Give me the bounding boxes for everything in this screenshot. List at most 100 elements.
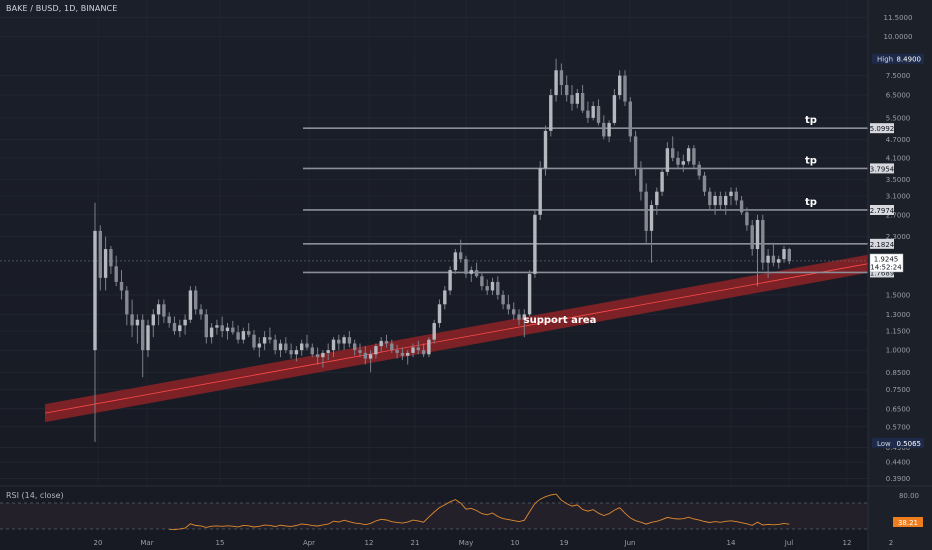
candle-up	[522, 314, 526, 320]
candle-down	[421, 350, 426, 355]
price-tick-label: 0.5700	[886, 423, 911, 431]
candle-down	[761, 219, 765, 263]
candle-down	[639, 168, 643, 192]
candle-down	[109, 249, 113, 267]
low-badge-label: Low	[877, 440, 891, 448]
candle-up	[549, 95, 553, 131]
candle-up	[188, 290, 193, 320]
price-tick-label: 3.1000	[886, 192, 911, 200]
candle-up	[178, 325, 182, 332]
candle-down	[268, 337, 272, 340]
candle-up	[755, 219, 760, 250]
price-axis[interactable]: 11.5000 10.0000 7.5000 6.5000 5.5000 4.7000 4.…	[867, 0, 932, 550]
take-profit-label: tp	[805, 197, 817, 208]
candle-up	[379, 340, 383, 347]
time-tick-label: 19	[560, 539, 569, 547]
candle-up	[729, 191, 733, 196]
level-price-label: 2.1824	[870, 241, 895, 249]
candle-up	[257, 343, 261, 348]
candle-down	[739, 200, 744, 213]
candle-down	[172, 323, 177, 332]
candle-down	[194, 290, 198, 310]
candle-down	[220, 325, 224, 332]
candle-up	[135, 319, 140, 326]
high-badge-value: 8.4900	[897, 56, 922, 64]
candle-up	[241, 331, 246, 340]
candle-down	[787, 249, 791, 262]
level-price-label: 5.0992	[870, 125, 895, 133]
low-badge-value: 0.5065	[897, 440, 922, 448]
candle-down	[204, 314, 208, 338]
candle-down	[141, 319, 145, 351]
candle-down	[358, 350, 362, 353]
candle-up	[724, 195, 728, 206]
candle-down	[273, 339, 277, 351]
candle-up	[103, 249, 108, 278]
price-tick-label: 0.7500	[886, 386, 911, 394]
price-tick-label: 7.5000	[886, 72, 911, 80]
candle-down	[586, 110, 590, 118]
price-tick-label: 6.5000	[886, 92, 911, 100]
candle-up	[766, 255, 770, 263]
candle-up	[469, 270, 473, 274]
candle-up	[278, 343, 283, 351]
candle-up	[649, 205, 654, 231]
candle-down	[697, 164, 701, 176]
candle-up	[432, 323, 436, 340]
candle-down	[315, 354, 320, 358]
price-tick-label: 1.5000	[886, 291, 911, 299]
level-price-label: 3.7954	[870, 165, 895, 173]
candle-up	[156, 304, 161, 315]
candle-up	[209, 327, 214, 338]
candle-up	[686, 148, 691, 162]
rsi-upper-label: 80.00	[899, 492, 919, 500]
level-price-label: 2.7974	[870, 207, 895, 215]
candle-down	[718, 195, 723, 206]
candle-down	[623, 75, 627, 102]
candle-down	[98, 230, 102, 278]
candle-down	[236, 332, 240, 340]
price-tick-label: 4.7000	[886, 136, 911, 144]
candle-down	[485, 286, 489, 291]
rsi-value-label: 38.21	[898, 519, 918, 527]
level-price-badge	[870, 267, 894, 278]
rsi-line	[169, 493, 790, 531]
time-tick-label: 10	[511, 539, 520, 547]
time-tick-label: Jul	[784, 539, 794, 547]
candle-down	[390, 343, 394, 351]
price-tick-label: 4.1000	[886, 154, 911, 162]
rsi-band	[0, 503, 868, 529]
price-tick-label: 0.6500	[886, 405, 911, 413]
price-tick-label: 0.4400	[886, 459, 911, 467]
time-tick-label: 20	[94, 539, 103, 547]
candle-up	[665, 148, 670, 172]
price-tick-label: 0.3900	[886, 475, 911, 483]
candle-down	[199, 309, 203, 315]
candle-down	[580, 93, 585, 111]
candle-down	[734, 191, 738, 201]
candle-down	[395, 350, 399, 353]
candle-down	[337, 339, 341, 344]
time-axis[interactable]: 20 Mar 15 Apr 12 21 May 10 19 Jun 14 Jul 12 2	[94, 539, 894, 547]
candle-down	[628, 101, 632, 137]
time-tick-label: 15	[216, 539, 225, 547]
symbol-title: BAKE / BUSD, 1D, BINANCE	[6, 4, 118, 13]
candle-down	[501, 294, 505, 305]
candle-down	[247, 331, 251, 335]
candlestick-series	[93, 58, 791, 442]
candle-up	[146, 325, 150, 351]
price-tick-label: 1.1500	[886, 328, 911, 336]
candle-up	[538, 168, 542, 215]
candle-up	[368, 354, 373, 359]
candle-down	[464, 259, 468, 274]
candle-down	[167, 316, 171, 324]
candle-up	[215, 325, 219, 328]
candle-down	[231, 327, 235, 333]
candle-down	[130, 314, 134, 326]
candle-up	[618, 75, 622, 96]
price-tick-label: 3.5000	[886, 176, 911, 184]
price-tick-label: 1.3000	[886, 311, 911, 319]
candle-down	[310, 347, 314, 355]
